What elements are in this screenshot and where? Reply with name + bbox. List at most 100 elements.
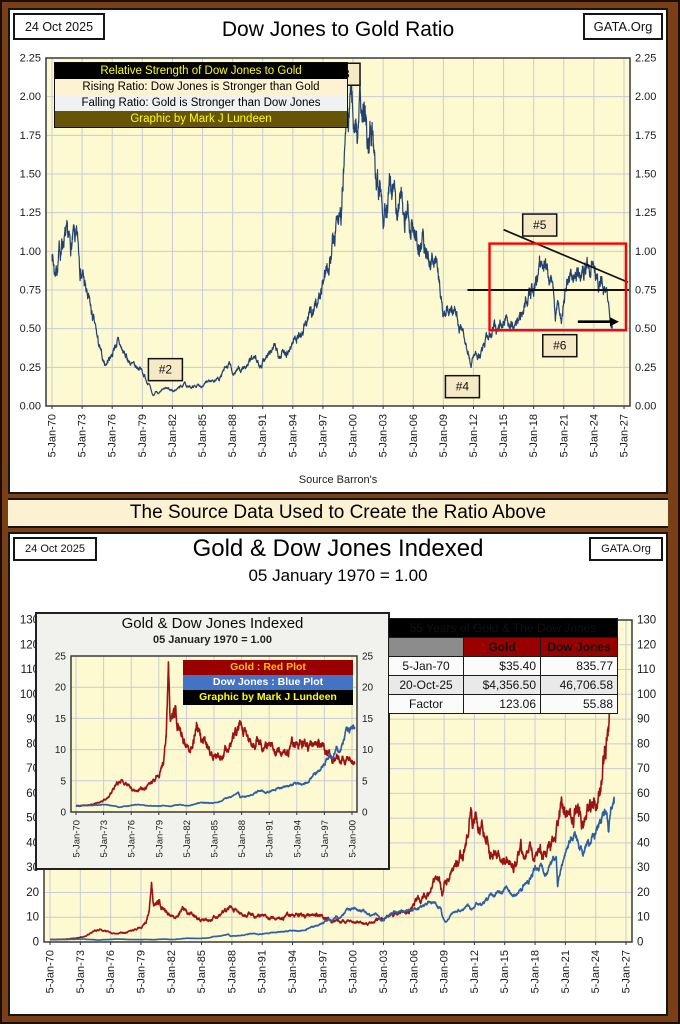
svg-text:0: 0 bbox=[637, 937, 643, 949]
svg-text:70: 70 bbox=[637, 763, 650, 775]
annotation-box bbox=[521, 213, 558, 237]
svg-text:5-Jan-85: 5-Jan-85 bbox=[197, 414, 209, 457]
svg-text:90: 90 bbox=[637, 714, 650, 726]
svg-text:5-Jan-94: 5-Jan-94 bbox=[292, 820, 303, 858]
svg-text:0.25: 0.25 bbox=[20, 362, 41, 374]
svg-text:1.00: 1.00 bbox=[20, 246, 41, 258]
annotation-label: #5 bbox=[533, 218, 547, 232]
svg-text:0.50: 0.50 bbox=[635, 323, 656, 335]
svg-text:10: 10 bbox=[26, 912, 39, 924]
svg-text:5-Jan-79: 5-Jan-79 bbox=[135, 950, 147, 993]
svg-text:5-Jan-00: 5-Jan-00 bbox=[348, 950, 360, 993]
arrow-head-icon bbox=[609, 317, 619, 327]
svg-text:0.00: 0.00 bbox=[635, 401, 656, 413]
svg-text:5-Jan-91: 5-Jan-91 bbox=[257, 414, 269, 457]
svg-text:5-Jan-21: 5-Jan-21 bbox=[558, 414, 570, 457]
annotation-box bbox=[147, 357, 184, 382]
svg-text:5-Jan-15: 5-Jan-15 bbox=[499, 950, 511, 993]
table-row: Factor 123.06 55.88 bbox=[388, 694, 618, 714]
svg-text:5-Jan-85: 5-Jan-85 bbox=[210, 820, 221, 858]
legend-row-gold: Gold : Red Plot bbox=[183, 660, 353, 675]
svg-text:130: 130 bbox=[637, 615, 656, 627]
svg-text:5-Jan-76: 5-Jan-76 bbox=[105, 950, 117, 993]
legend-row-falling: Falling Ratio: Gold is Stronger than Dow… bbox=[55, 95, 347, 111]
svg-text:2.00: 2.00 bbox=[20, 91, 41, 103]
svg-text:5: 5 bbox=[60, 776, 66, 787]
svg-text:5-Jan-18: 5-Jan-18 bbox=[528, 414, 540, 457]
table-cell: Factor bbox=[388, 694, 464, 714]
svg-text:5-Jan-94: 5-Jan-94 bbox=[287, 950, 299, 993]
svg-text:5-Jan-27: 5-Jan-27 bbox=[621, 950, 633, 993]
svg-text:1.75: 1.75 bbox=[20, 130, 41, 142]
svg-text:25: 25 bbox=[55, 652, 67, 663]
table-cell: $4,356.50 bbox=[463, 675, 541, 695]
table-header-gold: Gold bbox=[463, 637, 541, 657]
svg-text:0: 0 bbox=[33, 937, 39, 949]
svg-text:110: 110 bbox=[21, 664, 39, 676]
table-cell: 20-Oct-25 bbox=[388, 675, 464, 695]
table-cell: 46,706.58 bbox=[540, 675, 618, 695]
svg-text:5-Jan-73: 5-Jan-73 bbox=[75, 950, 87, 993]
ratio-chart-panel: 24 Oct 2025 GATA.Org Dow Jones to Gold R… bbox=[8, 8, 668, 494]
svg-text:25: 25 bbox=[362, 652, 374, 663]
svg-text:5-Jan-24: 5-Jan-24 bbox=[588, 414, 600, 457]
svg-text:50: 50 bbox=[637, 813, 650, 825]
svg-text:0.75: 0.75 bbox=[20, 285, 41, 297]
svg-text:5-Jan-73: 5-Jan-73 bbox=[77, 414, 89, 457]
series-lines bbox=[51, 67, 613, 397]
legend-row-rising: Rising Ratio: Dow Jones is Stronger than… bbox=[55, 79, 347, 95]
svg-text:5-Jan-97: 5-Jan-97 bbox=[317, 414, 329, 457]
inset-legend: Gold : Red Plot Dow Jones : Blue Plot Gr… bbox=[183, 660, 353, 705]
svg-text:5-Jan-03: 5-Jan-03 bbox=[378, 414, 390, 457]
svg-text:5-Jan-82: 5-Jan-82 bbox=[167, 414, 179, 457]
series-lines bbox=[49, 637, 615, 941]
ratio-legend: Relative Strength of Dow Jones to Gold R… bbox=[54, 62, 348, 128]
svg-text:5-Jan-70: 5-Jan-70 bbox=[72, 820, 83, 858]
svg-text:0: 0 bbox=[362, 808, 368, 819]
table-cell: 835.77 bbox=[540, 656, 618, 676]
svg-text:5-Jan-97: 5-Jan-97 bbox=[317, 950, 329, 993]
inset-chart: 5-Jan-70 5-Jan-73 5-Jan-76 5-Jan-79 5-Jan-82… bbox=[55, 652, 374, 858]
svg-text:5-Jan-00: 5-Jan-00 bbox=[348, 820, 359, 858]
svg-text:5-Jan-88: 5-Jan-88 bbox=[227, 414, 239, 457]
svg-text:1.25: 1.25 bbox=[20, 207, 41, 219]
svg-text:5-Jan-06: 5-Jan-06 bbox=[408, 414, 420, 457]
svg-text:100: 100 bbox=[637, 689, 656, 701]
svg-text:5-Jan-12: 5-Jan-12 bbox=[468, 414, 480, 457]
svg-text:2.00: 2.00 bbox=[635, 91, 656, 103]
highlight-red-box bbox=[488, 242, 628, 332]
svg-text:5-Jan-18: 5-Jan-18 bbox=[530, 950, 542, 993]
svg-text:5-Jan-82: 5-Jan-82 bbox=[182, 820, 193, 858]
inset-chart-title: Gold & Dow Jones Indexed bbox=[121, 615, 304, 632]
annotation-box bbox=[542, 333, 578, 358]
svg-text:5-Jan-97: 5-Jan-97 bbox=[320, 820, 331, 858]
annotation-label: #6 bbox=[553, 339, 567, 353]
svg-text:60: 60 bbox=[637, 788, 650, 800]
svg-text:20: 20 bbox=[362, 683, 374, 694]
svg-text:5-Jan-79: 5-Jan-79 bbox=[154, 820, 165, 858]
table-cell: 55.88 bbox=[540, 694, 618, 714]
svg-text:2.25: 2.25 bbox=[635, 53, 656, 65]
table-row: 20-Oct-25 $4,356.50 46,706.58 bbox=[388, 675, 618, 695]
indexed-chart-subtitle: 05 January 1970 = 1.00 bbox=[248, 566, 428, 585]
ratio-chart-title: Dow Jones to Gold Ratio bbox=[221, 18, 455, 41]
svg-text:5-Jan-09: 5-Jan-09 bbox=[438, 414, 450, 457]
svg-text:5-Jan-21: 5-Jan-21 bbox=[560, 950, 572, 993]
summary-table: 55 Years of Gold & The Dow Jones Gold Do… bbox=[388, 618, 618, 714]
series-dow-jones-to-gold-ratio bbox=[51, 67, 613, 397]
svg-text:10: 10 bbox=[637, 912, 650, 924]
svg-text:2.25: 2.25 bbox=[20, 53, 41, 65]
svg-text:5-Jan-76: 5-Jan-76 bbox=[127, 820, 138, 858]
svg-text:5-Jan-91: 5-Jan-91 bbox=[257, 950, 269, 993]
legend-row-strength: Relative Strength of Dow Jones to Gold bbox=[55, 63, 347, 79]
svg-text:5: 5 bbox=[362, 776, 368, 787]
table-cell: 5-Jan-70 bbox=[388, 656, 464, 676]
svg-text:15: 15 bbox=[362, 714, 374, 725]
annotation-box bbox=[444, 374, 481, 399]
legend-row-credit: Graphic by Mark J Lundeen bbox=[55, 111, 347, 127]
svg-text:100: 100 bbox=[20, 689, 39, 701]
indexed-chart-title: Gold & Dow Jones Indexed bbox=[192, 535, 484, 562]
series-gold bbox=[49, 637, 615, 941]
